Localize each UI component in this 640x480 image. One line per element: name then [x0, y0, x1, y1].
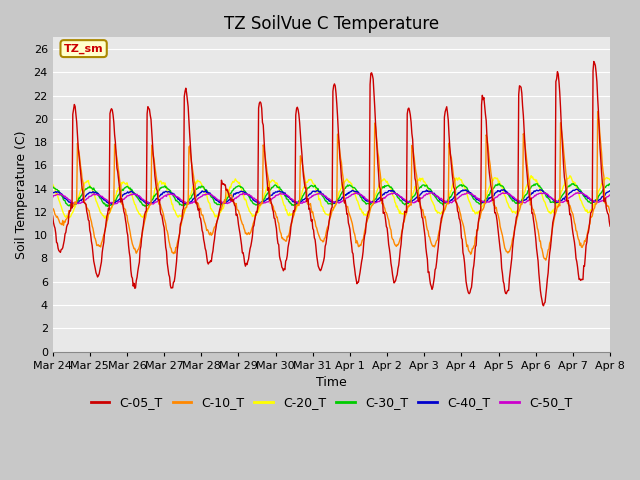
Title: TZ SoilVue C Temperature: TZ SoilVue C Temperature: [224, 15, 439, 33]
Legend: C-05_T, C-10_T, C-20_T, C-30_T, C-40_T, C-50_T: C-05_T, C-10_T, C-20_T, C-30_T, C-40_T, …: [86, 391, 577, 414]
Text: TZ_sm: TZ_sm: [64, 44, 104, 54]
X-axis label: Time: Time: [316, 376, 347, 389]
Y-axis label: Soil Temperature (C): Soil Temperature (C): [15, 130, 28, 259]
